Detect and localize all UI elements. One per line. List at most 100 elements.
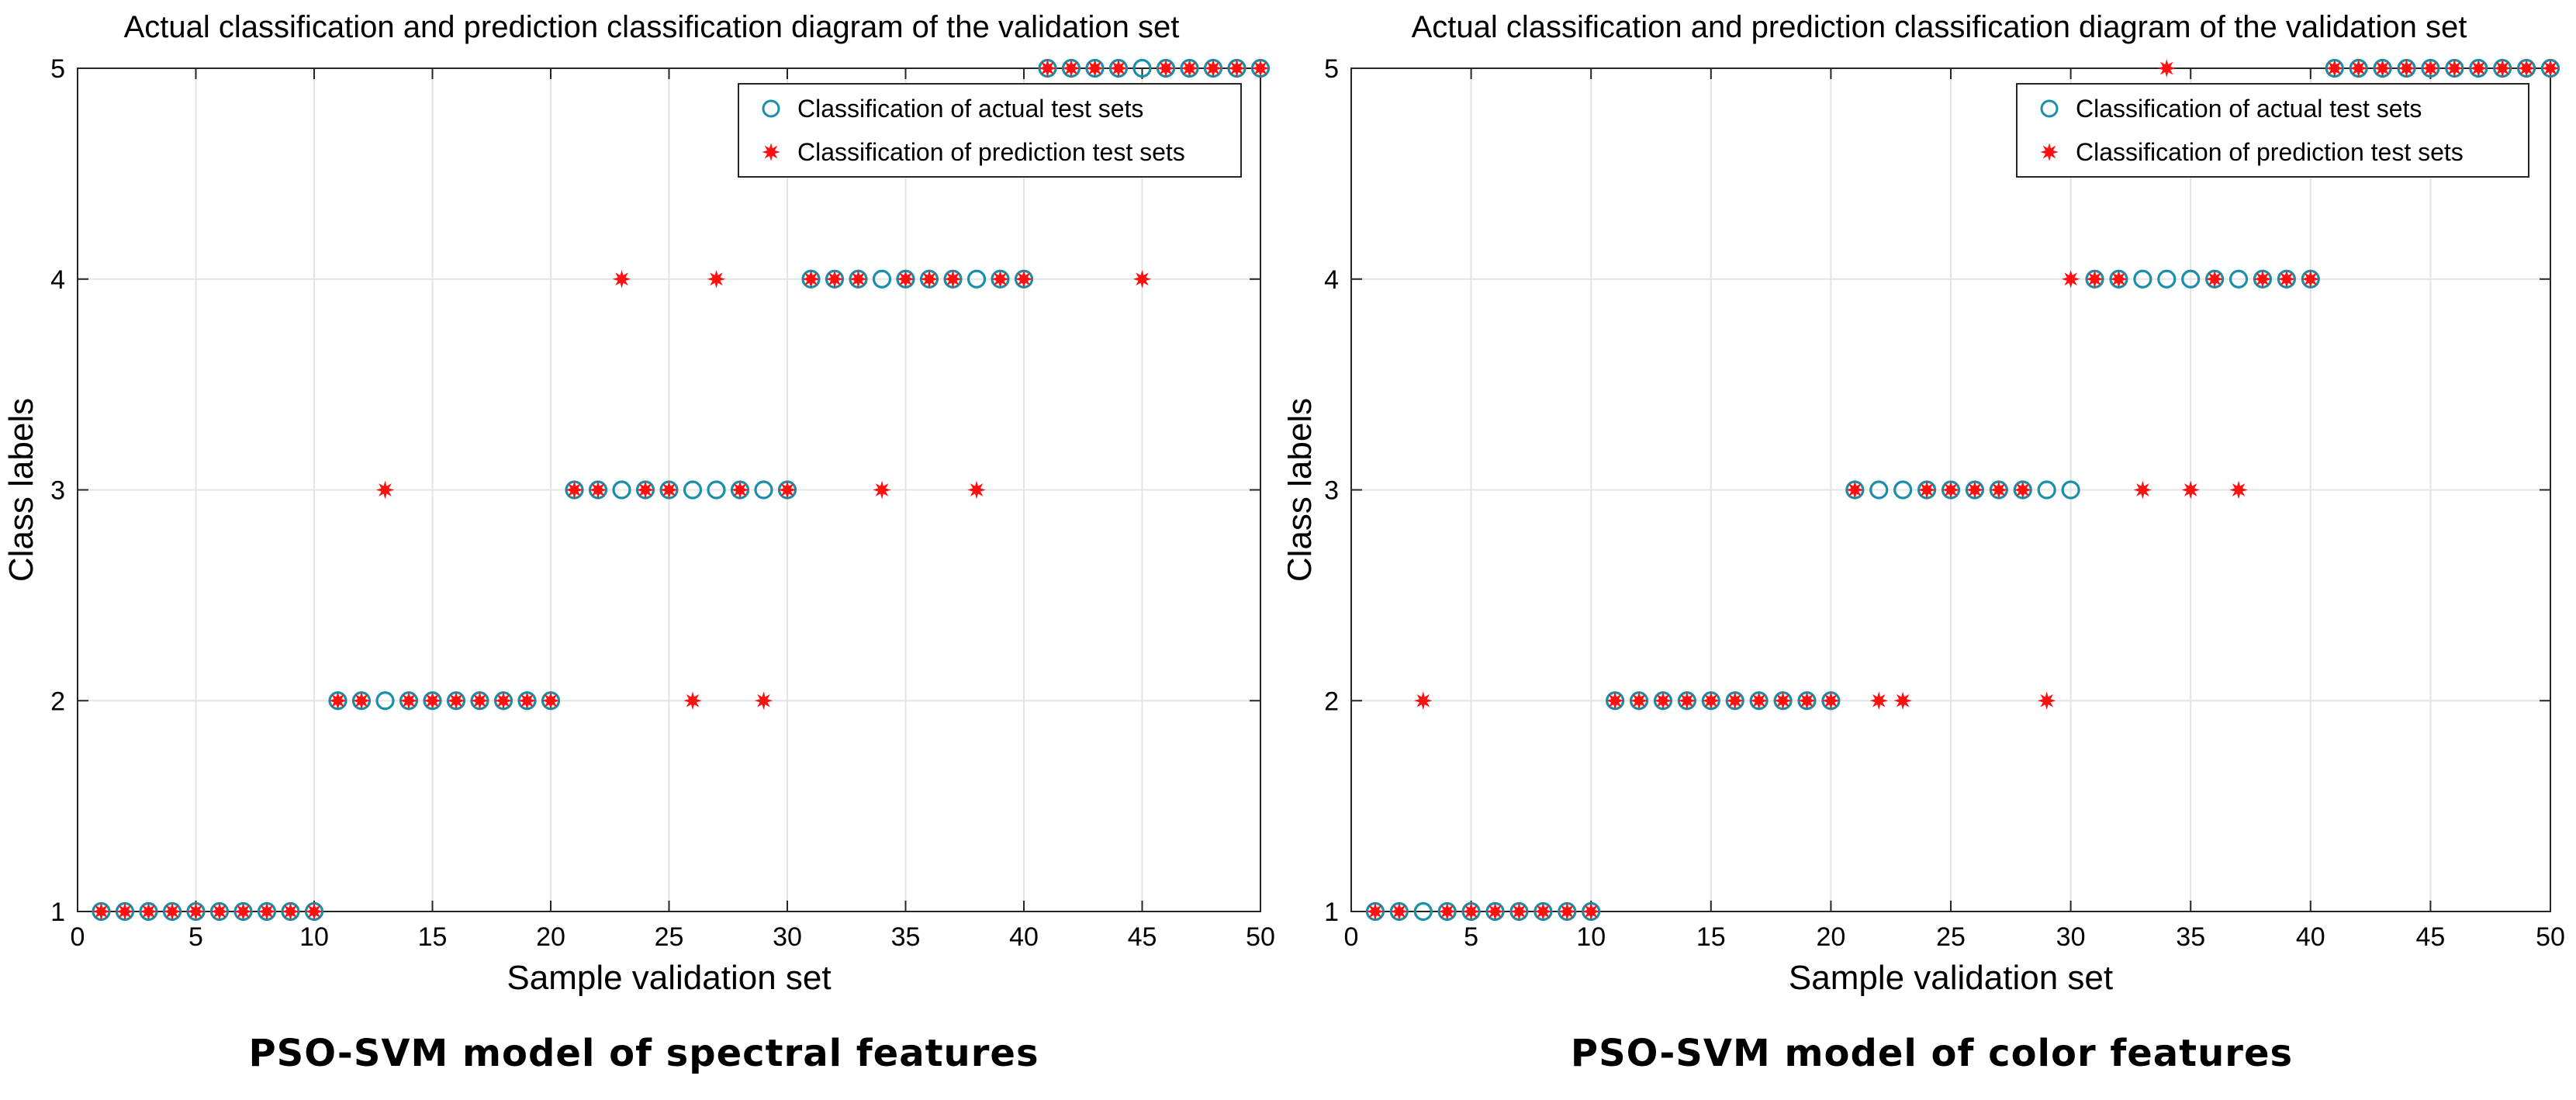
data-point-predicted: [1015, 269, 1033, 289]
data-point-predicted: [2277, 269, 2296, 289]
x-tick-label: 40: [2296, 922, 2325, 952]
data-point-predicted: [1227, 59, 1247, 78]
data-point-predicted: [1797, 691, 1817, 711]
x-tick-label: 25: [655, 922, 684, 952]
data-point-predicted: [494, 691, 513, 711]
data-point-predicted: [1251, 59, 1270, 78]
y-tick-label: 3: [1324, 476, 1339, 506]
x-tick-label: 35: [891, 922, 921, 952]
x-tick-label: 20: [1816, 922, 1845, 952]
data-point-predicted: [470, 691, 489, 711]
data-point-predicted: [1533, 902, 1553, 921]
data-point-predicted: [1157, 59, 1175, 78]
data-point-predicted: [1109, 59, 1128, 78]
chart-title: Actual classification and prediction cla…: [1412, 10, 2467, 44]
data-point-predicted: [1606, 691, 1624, 711]
data-point-predicted: [116, 902, 134, 921]
y-axis-label: Class labels: [1288, 398, 1319, 582]
y-tick-label: 2: [50, 687, 65, 716]
data-point-predicted: [1582, 902, 1600, 921]
series-predicted: [1366, 59, 2560, 921]
data-point-actual: [1132, 58, 1152, 78]
data-point-predicted: [423, 691, 442, 711]
data-point-actual: [2228, 269, 2249, 289]
data-point-predicted: [1821, 691, 1841, 711]
data-point-predicted: [801, 269, 821, 289]
x-tick-label: 15: [1696, 922, 1726, 952]
data-point-predicted: [328, 691, 348, 711]
data-point-predicted: [447, 691, 465, 711]
data-point-predicted: [1366, 902, 1385, 921]
x-tick-label: 0: [1344, 922, 1359, 952]
data-point-actual: [966, 269, 987, 289]
data-point-actual: [1413, 901, 1433, 922]
legend-predicted-marker: [2040, 143, 2059, 161]
data-point-predicted: [2349, 59, 2368, 78]
data-point-predicted: [1725, 691, 1744, 711]
data-point-predicted: [210, 902, 229, 921]
data-point-actual: [707, 480, 726, 500]
data-point-predicted: [565, 480, 584, 500]
x-tick-label: 5: [188, 922, 203, 952]
data-point-predicted: [589, 480, 607, 500]
data-point-predicted: [2541, 59, 2560, 78]
data-point-actual: [1893, 480, 1913, 500]
data-point-predicted: [1437, 902, 1457, 921]
data-point-predicted: [1630, 691, 1648, 711]
legend: Classification of actual test sets Classi…: [738, 83, 1242, 178]
x-tick-label: 45: [2415, 922, 2445, 952]
data-point-predicted: [1461, 902, 1481, 921]
data-point-predicted: [1485, 902, 1505, 921]
legend-box: [2016, 83, 2529, 178]
data-point-predicted: [1509, 902, 1529, 921]
data-point-predicted: [541, 691, 560, 711]
legend-predicted-label: Classification of prediction test sets: [797, 138, 1185, 166]
data-point-predicted: [1132, 269, 1152, 289]
data-point-predicted: [1917, 480, 1936, 500]
data-point-actual: [683, 480, 703, 500]
data-point-actual: [375, 691, 395, 711]
data-point-actual: [754, 480, 773, 500]
data-point-predicted: [636, 480, 655, 500]
data-point-actual: [2133, 269, 2152, 289]
x-axis-label: Sample validation set: [1789, 959, 2113, 997]
data-point-predicted: [991, 269, 1010, 289]
data-point-predicted: [1413, 691, 1433, 711]
data-point-predicted: [896, 269, 915, 289]
data-point-predicted: [2445, 59, 2464, 78]
legend-actual-label: Classification of actual test sets: [2076, 95, 2422, 123]
data-point-predicted: [2157, 59, 2177, 78]
data-point-predicted: [375, 480, 395, 500]
data-point-predicted: [2517, 59, 2536, 78]
data-point-predicted: [139, 902, 158, 921]
data-point-predicted: [825, 269, 844, 289]
data-point-predicted: [849, 269, 868, 289]
data-point-predicted: [754, 691, 773, 711]
data-point-predicted: [2109, 269, 2128, 289]
data-point-predicted: [2421, 59, 2440, 78]
data-point-predicted: [1942, 480, 1960, 500]
data-point-predicted: [2061, 269, 2080, 289]
data-point-predicted: [1702, 691, 1720, 711]
legend-predicted-marker: [762, 143, 780, 161]
y-tick-label: 4: [1324, 265, 1339, 295]
y-tick-label: 3: [50, 476, 65, 506]
x-tick-label: 50: [1246, 922, 1275, 952]
data-point-predicted: [1773, 691, 1793, 711]
chart-caption-spectral: PSO-SVM model of spectral features: [248, 1032, 1039, 1075]
data-point-predicted: [2301, 269, 2320, 289]
data-point-predicted: [2253, 269, 2272, 289]
data-point-predicted: [281, 902, 300, 921]
series-predicted: [92, 59, 1270, 921]
x-tick-label: 30: [773, 922, 802, 952]
data-point-actual: [2037, 480, 2056, 500]
x-tick-label: 5: [1464, 922, 1478, 952]
data-point-predicted: [517, 691, 537, 711]
y-axis: 1 2 3 4 5: [50, 54, 1260, 927]
data-point-predicted: [92, 902, 111, 921]
data-point-predicted: [659, 480, 679, 500]
data-point-predicted: [1558, 902, 1577, 921]
data-point-actual: [612, 480, 631, 500]
